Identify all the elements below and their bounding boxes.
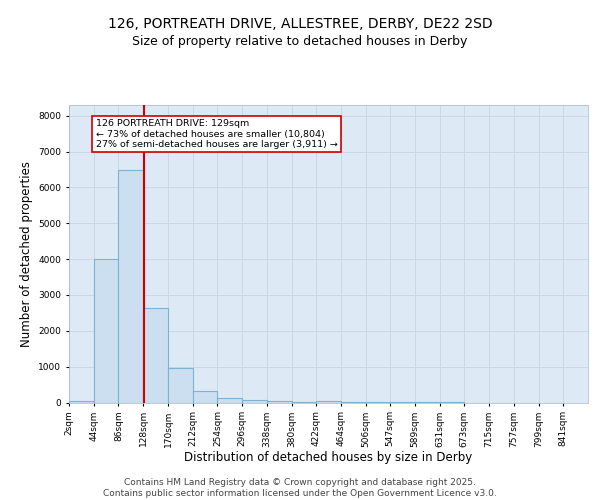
Text: 126 PORTREATH DRIVE: 129sqm
← 73% of detached houses are smaller (10,804)
27% of: 126 PORTREATH DRIVE: 129sqm ← 73% of det… — [95, 120, 337, 149]
Bar — [242, 400, 267, 402]
Bar — [143, 308, 168, 402]
Bar — [118, 170, 143, 402]
Bar — [193, 390, 217, 402]
Bar — [168, 368, 193, 402]
Y-axis label: Number of detached properties: Number of detached properties — [20, 161, 33, 347]
Bar — [94, 259, 118, 402]
X-axis label: Distribution of detached houses by size in Derby: Distribution of detached houses by size … — [184, 450, 473, 464]
Text: Size of property relative to detached houses in Derby: Size of property relative to detached ho… — [133, 35, 467, 48]
Text: Contains HM Land Registry data © Crown copyright and database right 2025.
Contai: Contains HM Land Registry data © Crown c… — [103, 478, 497, 498]
Bar — [217, 398, 242, 402]
Text: 126, PORTREATH DRIVE, ALLESTREE, DERBY, DE22 2SD: 126, PORTREATH DRIVE, ALLESTREE, DERBY, … — [107, 18, 493, 32]
Bar — [69, 400, 94, 402]
